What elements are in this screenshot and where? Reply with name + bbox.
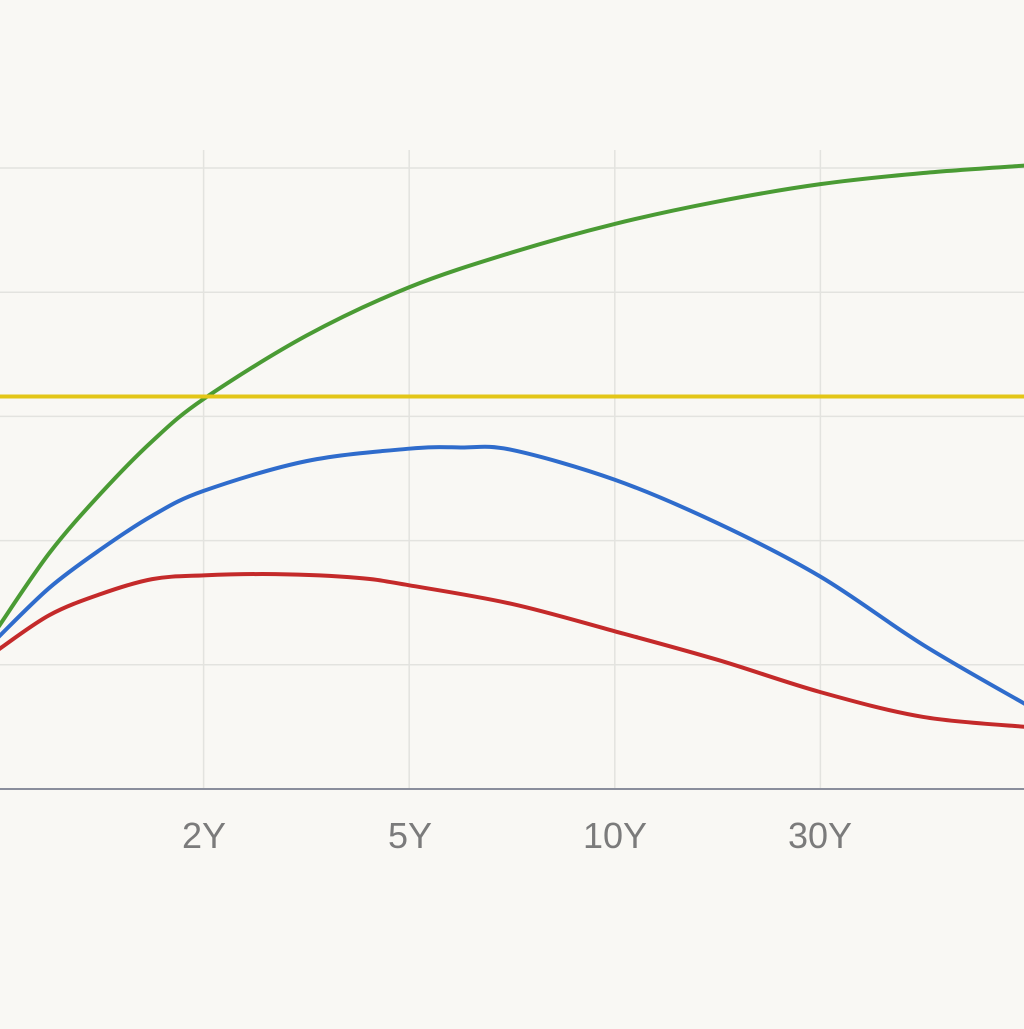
x-tick-label-2y: 2Y xyxy=(182,815,226,856)
blue-series-line xyxy=(0,444,1024,706)
grid-lines xyxy=(0,150,1024,789)
series-lines xyxy=(0,163,1024,729)
x-tick-label-10y: 10Y xyxy=(583,815,647,856)
green-series-line xyxy=(0,163,1024,629)
red-series-line xyxy=(0,572,1024,729)
x-tick-label-30y: 30Y xyxy=(788,815,852,856)
x-tick-labels: 2Y 5Y 10Y 30Y xyxy=(182,815,852,856)
x-tick-label-5y: 5Y xyxy=(388,815,432,856)
